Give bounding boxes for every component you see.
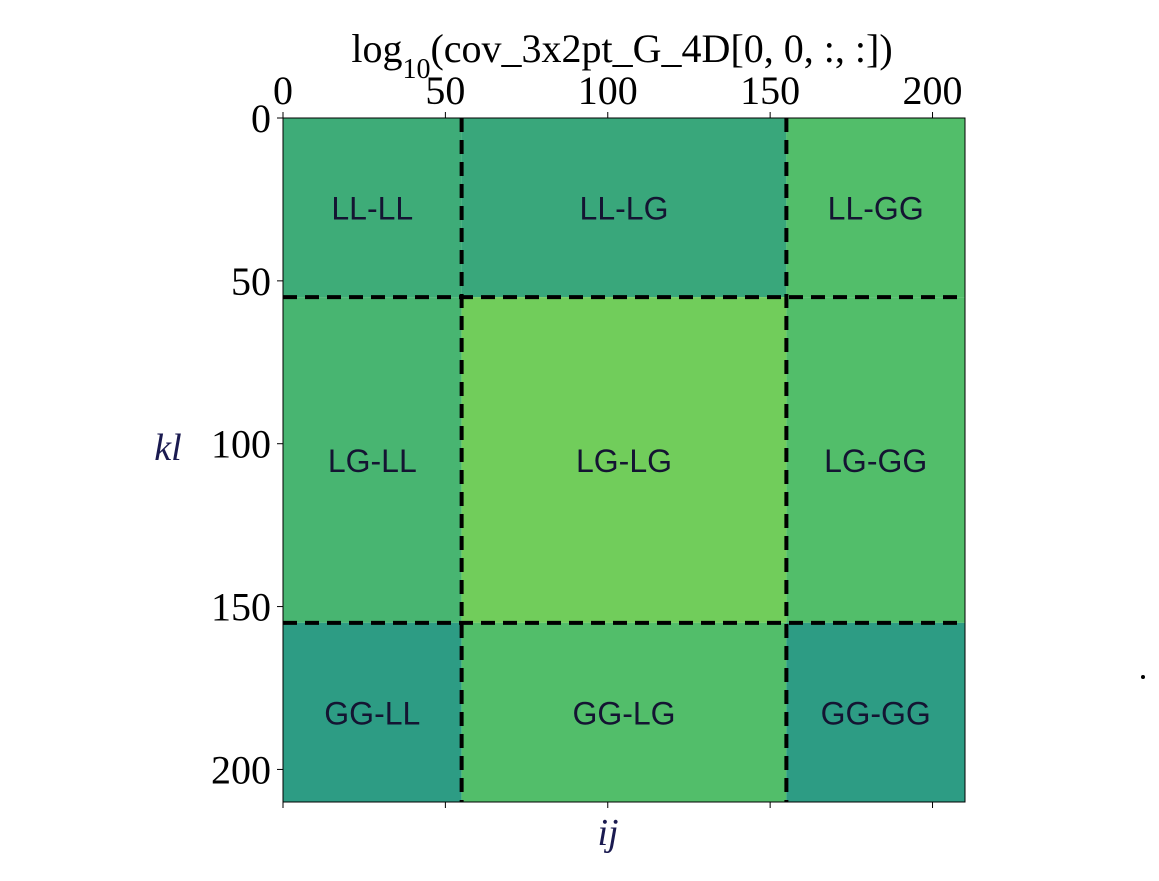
block-dividers	[283, 118, 965, 802]
heatmap-block-gg-ll	[283, 622, 462, 802]
heatmap-block-gg-lg	[461, 622, 787, 802]
x-axis-ticks: 0 50 100 150 200	[273, 68, 963, 808]
y-tick-label: 50	[231, 259, 271, 304]
heatmap-block-lg-gg	[786, 297, 965, 623]
y-tick-label: 100	[211, 422, 271, 467]
heatmap-block-ll-ll	[283, 118, 462, 298]
y-tick-label: 150	[211, 585, 271, 630]
heatmap-block-lg-ll	[283, 297, 462, 623]
y-axis-label: kl	[154, 427, 181, 469]
y-tick-label: 200	[211, 747, 271, 792]
heatmap-block-gg-gg	[786, 622, 965, 802]
block-labels: LL-LL LL-LG LL-GG LG-LL LG-LG LG-GG GG-LL GG-LG…	[324, 191, 931, 732]
heatmap-cells	[283, 118, 965, 802]
x-tick-label: 0	[273, 68, 293, 113]
heatmap-block-ll-gg	[786, 118, 965, 298]
heatmap-block-lg-lg	[461, 297, 787, 623]
block-label-ll-lg: LL-LG	[580, 191, 669, 227]
block-label-gg-lg: GG-LG	[572, 695, 675, 731]
x-axis-label: ij	[597, 812, 618, 854]
stray-dot	[1141, 675, 1145, 679]
heatmap-block-ll-lg	[461, 118, 787, 298]
x-tick-label: 50	[425, 68, 465, 113]
y-axis-ticks: 0 50 100 150 200	[211, 96, 283, 792]
block-label-lg-gg: LG-GG	[824, 443, 927, 479]
block-label-gg-gg: GG-GG	[821, 695, 931, 731]
x-tick-label: 200	[903, 68, 963, 113]
x-tick-label: 150	[740, 68, 800, 113]
plot-frame	[282, 117, 966, 803]
chart-title: log10(cov_3x2pt_G_4D[0, 0, :, :])	[351, 26, 892, 85]
block-label-gg-ll: GG-LL	[324, 695, 420, 731]
y-tick-label: 0	[251, 96, 271, 141]
block-label-ll-gg: LL-GG	[828, 191, 924, 227]
block-label-lg-lg: LG-LG	[576, 443, 672, 479]
x-tick-label: 100	[578, 68, 638, 113]
block-label-ll-ll: LL-LL	[331, 191, 413, 227]
block-label-lg-ll: LG-LL	[328, 443, 417, 479]
